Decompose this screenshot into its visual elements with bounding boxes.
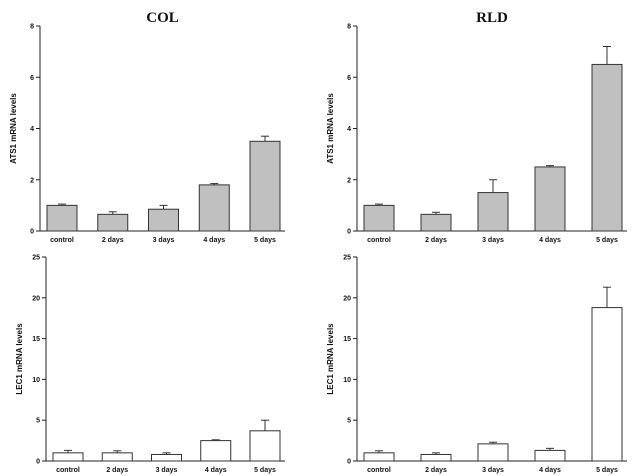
bar xyxy=(591,63,623,232)
bar xyxy=(534,166,566,232)
y-tick-label: 4 xyxy=(347,126,351,133)
bar xyxy=(591,307,623,462)
x-tick-label: 4 days xyxy=(539,467,561,474)
panel-col-ats1: COL ATS1 mRNA levels 0 2 4 6 8 control 2 days 3 d… xyxy=(9,10,285,244)
y-tick-label: 0 xyxy=(36,459,40,466)
y-axis-label: LEC1 mRNA levels xyxy=(15,323,24,395)
x-tick-label: 2 days xyxy=(106,467,128,474)
bar xyxy=(249,140,281,232)
y-tick-label: 6 xyxy=(347,75,351,82)
x-tick-label: 3 days xyxy=(153,237,175,244)
y-tick-label: 20 xyxy=(32,295,40,302)
y-tick-label: 5 xyxy=(347,418,351,425)
y-tick-label: 5 xyxy=(36,418,40,425)
panel-col-lec1: LEC1 mRNA levels 0 5 10 15 20 25 control 2 days 3… xyxy=(15,255,285,474)
panel-rld-lec1: LEC1 mRNA levels 0 5 10 15 20 25 control 2 days 3… xyxy=(326,255,627,474)
bar xyxy=(46,204,78,232)
y-tick-label: 15 xyxy=(32,336,40,343)
y-tick-label: 25 xyxy=(343,255,351,262)
bar xyxy=(151,453,182,462)
y-tick-label: 25 xyxy=(32,255,40,262)
x-tick-label: control xyxy=(367,467,391,474)
x-tick-label: control xyxy=(50,237,74,244)
bar xyxy=(200,440,232,462)
y-tick-label: 20 xyxy=(343,295,351,302)
y-tick-label: 6 xyxy=(30,75,34,82)
y-tick-label: 2 xyxy=(347,177,351,184)
panel-rld-ats1: RLD ATS1 mRNA levels 0 2 4 6 8 control 2 days 3 d… xyxy=(326,10,627,244)
bar xyxy=(477,192,509,232)
panel-title: RLD xyxy=(476,10,508,26)
y-tick-label: 0 xyxy=(30,229,34,236)
x-tick-label: control xyxy=(367,237,391,244)
bar xyxy=(420,213,452,232)
y-tick-label: 2 xyxy=(30,177,34,184)
bar xyxy=(420,453,452,462)
bar xyxy=(249,430,281,462)
x-tick-label: 4 days xyxy=(203,237,225,244)
y-tick-label: 15 xyxy=(343,336,351,343)
x-tick-label: 3 days xyxy=(482,467,504,474)
x-tick-label: 2 days xyxy=(102,237,124,244)
x-tick-label: 5 days xyxy=(254,237,276,244)
x-tick-label: 4 days xyxy=(205,467,227,474)
x-tick-label: 2 days xyxy=(425,467,447,474)
x-tick-label: 4 days xyxy=(539,237,561,244)
y-tick-label: 0 xyxy=(347,229,351,236)
x-tick-label: 5 days xyxy=(596,467,618,474)
bar xyxy=(477,443,509,462)
y-tick-label: 4 xyxy=(30,126,34,133)
bar xyxy=(148,208,179,232)
bar xyxy=(97,213,129,232)
y-axis-label: ATS1 mRNA levels xyxy=(9,93,18,164)
bar xyxy=(52,452,84,462)
x-tick-label: 5 days xyxy=(596,237,618,244)
y-tick-label: 0 xyxy=(347,459,351,466)
bar xyxy=(101,452,133,462)
x-tick-label: 3 days xyxy=(482,237,504,244)
x-tick-label: control xyxy=(56,467,80,474)
x-tick-label: 2 days xyxy=(425,237,447,244)
y-axis-label: LEC1 mRNA levels xyxy=(326,323,335,395)
x-tick-label: 5 days xyxy=(254,467,276,474)
bar xyxy=(198,184,230,232)
y-axis-label: ATS1 mRNA levels xyxy=(326,93,335,164)
y-tick-label: 8 xyxy=(347,24,351,31)
panel-title: COL xyxy=(146,10,179,26)
bar xyxy=(534,449,566,462)
y-tick-label: 8 xyxy=(30,24,34,31)
bar xyxy=(363,204,395,232)
bar xyxy=(363,452,395,462)
x-tick-label: 3 days xyxy=(156,467,178,474)
y-tick-label: 10 xyxy=(32,377,40,384)
y-tick-label: 10 xyxy=(343,377,351,384)
